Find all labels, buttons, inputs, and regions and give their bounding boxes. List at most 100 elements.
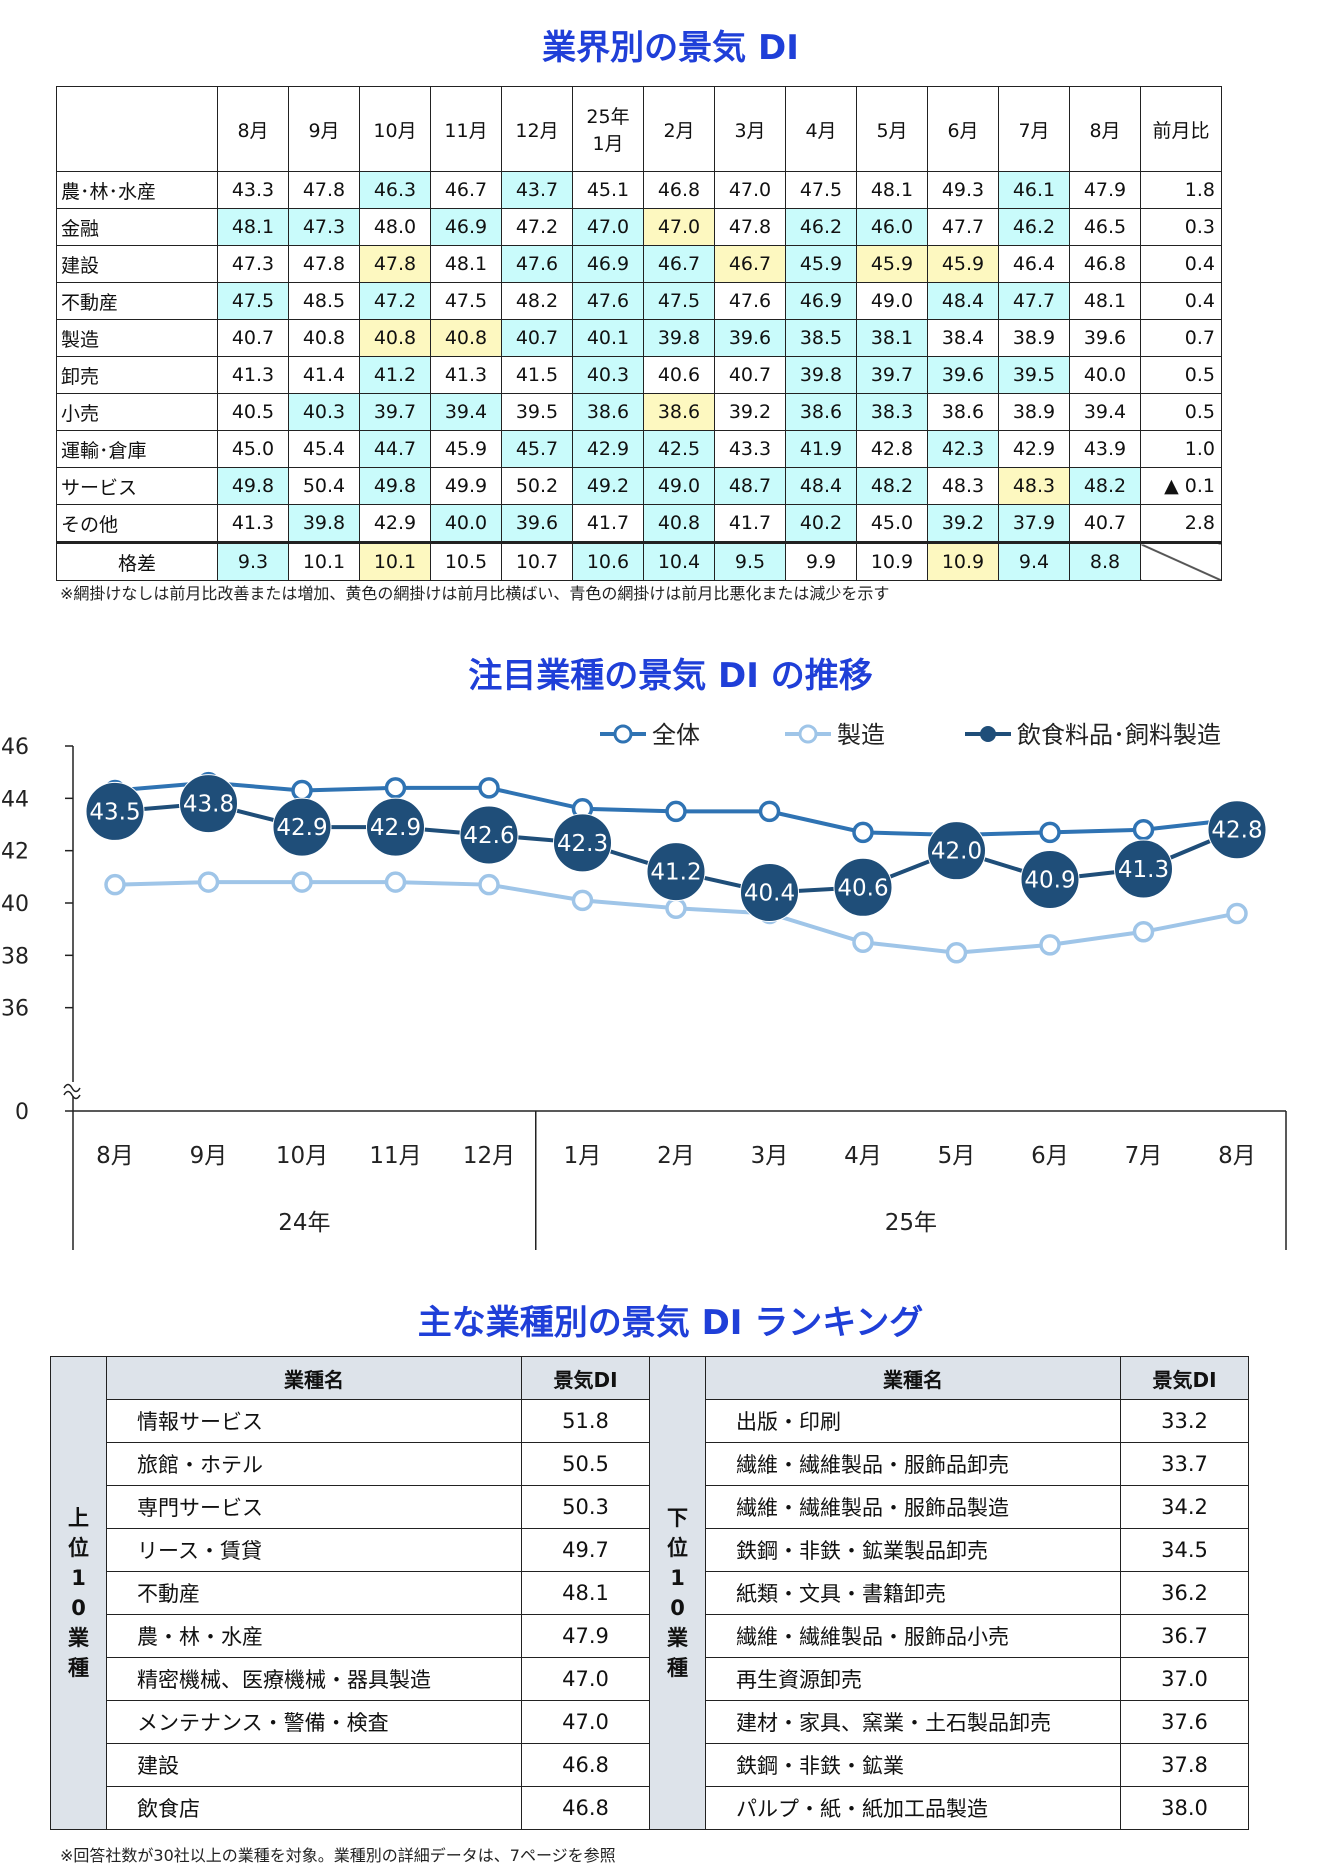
di-value-cell: 10.9	[856, 541, 928, 581]
ranking-row: 農・林・水産 47.9 繊維・繊維製品・服飾品小売 36.7	[51, 1614, 1249, 1658]
industry-name: 卸売	[56, 356, 218, 394]
di-value-cell: 40.5	[217, 393, 289, 431]
di-value-cell: 48.0	[359, 208, 431, 246]
y-tick-label: 46	[1, 735, 29, 760]
di-line-chart: 0 36 38 40 42 44 46 24年 25年 8月 9月 10月 11月 12月 1月 2月 3月 4月…	[1, 721, 1287, 1250]
data-point	[197, 871, 220, 893]
di-value-cell: 48.4	[927, 282, 999, 320]
industry-name: 小売	[56, 393, 218, 431]
table-row: 運輸･倉庫 45.0 45.4 44.7 45.9 45.7 42.9 42.5 43.3 41.…	[56, 430, 1222, 468]
di-value-cell: 47.5	[217, 282, 289, 320]
data-point	[104, 873, 126, 896]
di-value-cell: 47.0	[714, 171, 786, 209]
top-industry-value: 50.5	[521, 1442, 650, 1486]
bottom-industry-value: 34.2	[1120, 1485, 1249, 1529]
di-value-cell: 40.7	[501, 319, 573, 357]
ranking-row: メンテナンス・警備・検査 47.0 建材・家具、窯業・土石製品卸売 37.6	[51, 1700, 1249, 1744]
di-value-cell: 47.2	[359, 282, 431, 320]
x-tick-label: 4月	[844, 1143, 882, 1169]
di-value-cell: 40.8	[430, 319, 502, 357]
x-tick-label: 9月	[190, 1143, 228, 1169]
axis-break-mark	[63, 1083, 81, 1093]
data-label: 43.8	[183, 792, 234, 818]
di-value-cell: 39.5	[501, 393, 573, 431]
data-point	[571, 889, 594, 912]
column-header: 前月比	[1140, 86, 1222, 172]
data-label: 42.3	[557, 831, 608, 857]
di-value-cell: 48.1	[856, 171, 928, 209]
di-value-cell: 41.4	[288, 356, 360, 394]
data-point-bubble	[1207, 800, 1267, 860]
di-value-cell: 39.2	[927, 504, 999, 543]
di-value-cell: 46.5	[1069, 208, 1141, 246]
bottom-industry-name: 再生資源卸売	[705, 1657, 1121, 1701]
data-point	[1132, 818, 1155, 841]
di-value-cell: 40.6	[643, 356, 715, 394]
di-value-cell: 45.0	[217, 430, 289, 468]
data-label: 42.8	[1211, 818, 1262, 844]
data-point	[758, 800, 781, 823]
bottom-industry-value: 36.7	[1120, 1614, 1249, 1658]
bottom-industry-value: 33.7	[1120, 1442, 1249, 1486]
data-point	[1039, 934, 1061, 956]
mom-value-cell: 0.5	[1140, 393, 1222, 431]
data-point	[478, 873, 500, 896]
x-tick-label: 2月	[657, 1143, 695, 1169]
di-value-cell: 9.5	[714, 541, 786, 581]
di-value-cell: 47.5	[430, 282, 502, 320]
bottom-industry-name: 繊維・繊維製品・服飾品製造	[705, 1485, 1121, 1529]
di-value-cell: 43.9	[1069, 430, 1141, 468]
di-value-cell: 41.5	[501, 356, 573, 394]
data-label: 40.4	[744, 881, 795, 907]
di-value-cell: 39.6	[927, 356, 999, 394]
data-point-bubble	[1114, 839, 1173, 899]
data-point-bubble	[740, 863, 799, 923]
di-value-cell: 38.9	[998, 319, 1070, 357]
di-value-cell: 42.5	[643, 430, 715, 468]
di-value-cell: 45.4	[288, 430, 360, 468]
di-value-cell: 48.3	[927, 467, 999, 505]
industry-di-table: 8月 9月 10月 11月 12月 25年 1月 2月 3月 4月 5月 6月 7月 8月 前月比 農･林･…	[56, 86, 1222, 581]
di-value-cell: 40.8	[359, 319, 431, 357]
data-point-bubble	[179, 774, 238, 834]
data-point-bubble	[1020, 849, 1080, 909]
mom-value-cell: 0.4	[1140, 245, 1222, 283]
top-industry-value: 47.0	[521, 1700, 650, 1744]
di-value-cell: 46.8	[643, 171, 715, 209]
di-value-cell: 49.2	[572, 467, 644, 505]
column-header: 4月	[785, 86, 857, 172]
di-value-cell: 40.8	[643, 504, 715, 543]
mom-value-cell: 0.3	[1140, 208, 1222, 246]
di-value-cell: 48.7	[714, 467, 786, 505]
di-value-cell: 41.3	[217, 356, 289, 394]
data-point	[291, 779, 313, 802]
chart-title: 注目業種の景気 DI の推移	[468, 656, 873, 696]
legend-marker	[613, 724, 633, 744]
di-value-cell: 41.2	[359, 356, 431, 394]
header-blank	[56, 86, 218, 172]
di-value-cell: 38.3	[856, 393, 928, 431]
di-value-cell: 48.1	[430, 245, 502, 283]
data-point	[384, 777, 407, 799]
x-tick-label: 10月	[276, 1143, 328, 1169]
di-value-cell: 43.3	[217, 171, 289, 209]
di-value-cell: 46.9	[785, 282, 857, 320]
column-header: 2月	[643, 86, 715, 172]
data-point	[1226, 902, 1248, 925]
di-value-cell: 46.7	[430, 171, 502, 209]
data-point-bubble	[85, 781, 145, 841]
data-point	[291, 871, 313, 893]
industry-name: その他	[56, 504, 218, 543]
column-header: 25年 1月	[572, 86, 644, 172]
y-tick-label: 36	[1, 997, 29, 1022]
di-value-cell: 49.0	[856, 282, 928, 320]
legend-marker	[980, 726, 996, 742]
di-value-cell: 38.6	[785, 393, 857, 431]
top-industry-name: 不動産	[106, 1571, 522, 1615]
data-label: 42.9	[276, 815, 327, 841]
di-value-cell: 10.1	[288, 541, 360, 581]
table-row: その他 41.3 39.8 42.9 40.0 39.6 41.7 40.8 41.7 40.2 4…	[56, 504, 1222, 543]
di-value-cell: 10.6	[572, 541, 644, 581]
col-name-header: 業種名	[106, 1356, 522, 1400]
